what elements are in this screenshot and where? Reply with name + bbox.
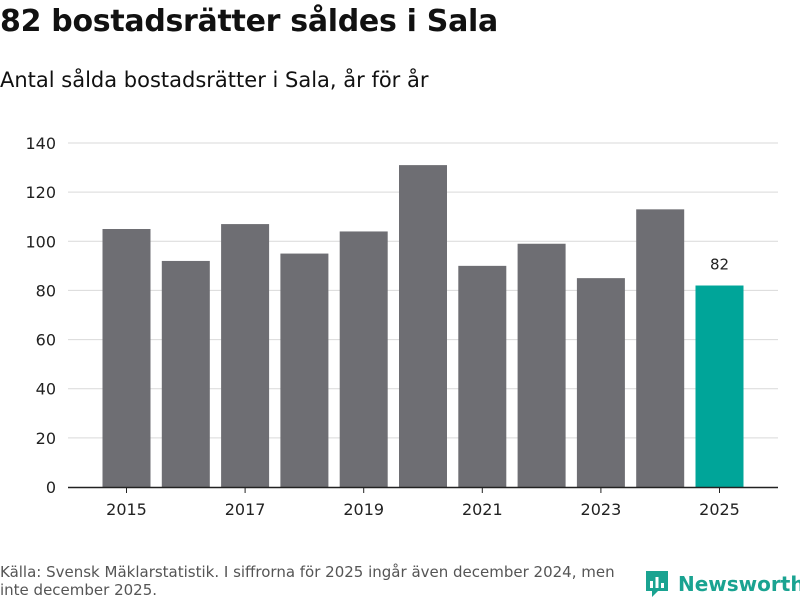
newsworthy-logo: Newsworthy [644,569,800,599]
bar-2020 [399,165,447,487]
chart-subtitle: Antal sålda bostadsrätter i Sala, år för… [0,68,429,92]
y-tick-label: 20 [36,429,56,448]
y-tick-label: 120 [25,183,56,202]
bars [102,165,744,487]
x-tick-label: 2019 [343,500,384,519]
y-tick-label: 0 [46,478,56,497]
x-tick-label: 2017 [225,500,266,519]
newsworthy-logo-icon [646,571,668,597]
x-tick-label: 2023 [581,500,622,519]
bar-2022 [517,243,566,487]
bar-2024 [636,209,685,487]
y-tick-label: 40 [36,380,56,399]
bar-chart: 0 20 40 60 80 100 120 140 82 2015 2017 2019 2021 2023… [25,134,778,519]
bar-2021 [458,265,507,487]
bar-2015 [102,229,151,487]
bar-2025 [695,285,744,487]
source-note: Källa: Svensk Mäklarstatistik. I siffror… [0,563,615,599]
bar-2019 [339,231,388,487]
brand-name: Newsworthy [678,572,800,596]
bar-2016 [161,260,210,487]
bar-2023 [576,278,625,487]
x-tick-label: 2025 [699,500,740,519]
y-tick-label: 100 [25,232,56,251]
y-tick-label: 60 [36,331,56,350]
chart-title: 82 bostadsrätter såldes i Sala [0,4,498,39]
x-tick-label: 2021 [462,500,503,519]
data-label-2025: 82 [710,256,729,274]
y-tick-label: 140 [25,134,56,153]
bar-2017 [221,224,270,487]
y-tick-label: 80 [36,281,56,300]
x-tick-label: 2015 [106,500,147,519]
bar-2018 [280,253,329,487]
tick-labels: 0 20 40 60 80 100 120 140 82 2015 2017 2019 2021 2023… [25,134,739,519]
axes [68,486,778,493]
